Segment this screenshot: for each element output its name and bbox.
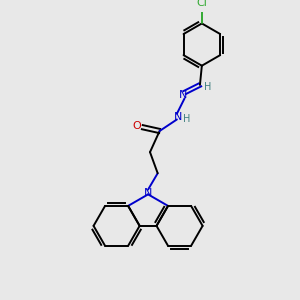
Text: O: O: [132, 121, 141, 131]
Text: N: N: [174, 112, 182, 122]
Text: H: H: [204, 82, 211, 92]
Text: Cl: Cl: [196, 0, 207, 8]
Text: N: N: [178, 91, 187, 100]
Text: N: N: [144, 188, 152, 198]
Text: H: H: [183, 115, 190, 124]
